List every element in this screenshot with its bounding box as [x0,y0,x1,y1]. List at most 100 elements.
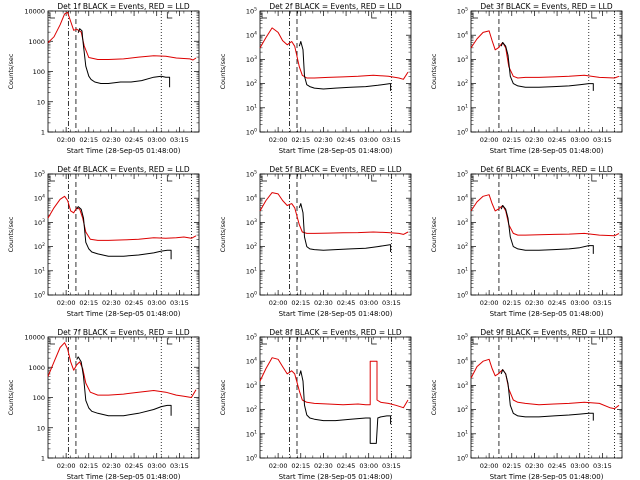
y-tick-exponent: 0 [465,128,468,134]
x-axis-label: Start Time (28-Sep-05 01:48:00) [67,147,181,155]
y-tick-label: 1000 [28,364,45,372]
flag-marker [166,338,173,345]
flag-marker [371,338,377,345]
series-line-events [76,206,172,260]
y-tick-label: 100 [246,291,257,300]
y-tick-label: 104 [457,357,468,366]
series-line-events [500,42,594,91]
y-tick-label: 103 [457,381,468,390]
y-tick-exponent: 1 [254,429,257,435]
corner-marker [472,339,478,345]
x-axis-label: Start Time (28-Sep-05 01:48:00) [490,473,604,480]
x-tick-label: 02:15 [79,299,98,307]
y-tick-base: 10 [246,334,254,342]
y-tick-label: 101 [246,266,257,275]
y-axis-label: Counts/sec [430,379,438,415]
y-axis-label: Counts/sec [219,53,227,89]
panel-title: Det 1f BLACK = Events, RED = LLD [57,2,190,11]
y-tick-label: 1 [41,455,45,463]
panel-det-2f: Det 2f BLACK = Events, RED = LLD Counts/s… [219,2,412,155]
y-tick-label: 10 [37,424,45,432]
series-line-events [500,369,594,421]
y-tick-label: 101 [457,103,468,112]
series-line-events [500,205,594,254]
y-tick-exponent: 2 [465,405,468,411]
x-axis-label: Start Time (28-Sep-05 01:48:00) [490,147,604,155]
y-tick-exponent: 5 [254,170,257,176]
panel-det-6f: Det 6f BLACK = Events, RED = LLD Counts/s… [430,165,623,318]
y-tick-base: 10 [246,219,254,227]
y-tick-base: 10 [246,455,254,463]
y-tick-label: 102 [246,79,257,88]
x-tick-label: 02:15 [502,462,521,470]
y-tick-base: 10 [246,267,254,275]
y-tick-label: 105 [457,7,468,16]
panel-det-4f: Det 4f BLACK = Events, RED = LLD Counts/s… [7,165,200,318]
y-tick-exponent: 0 [465,454,468,460]
y-tick-base: 10 [246,104,254,112]
y-tick-label: 101 [457,429,468,438]
x-tick-label: 02:30 [525,462,544,470]
y-tick-exponent: 0 [254,291,257,297]
flag-marker [591,12,597,19]
y-tick-label: 101 [246,103,257,112]
panel-det-5f: Det 5f BLACK = Events, RED = LLD Counts/s… [219,165,412,318]
y-tick-base: 10 [246,430,254,438]
x-tick-label: 02:15 [79,462,98,470]
y-tick-label: 100 [33,394,45,402]
panel-title: Det 7f BLACK = Events, RED = LLD [57,328,190,337]
y-tick-base: 10 [34,171,42,179]
y-tick-base: 10 [246,129,254,137]
panel-title: Det 9f BLACK = Events, RED = LLD [480,328,613,337]
x-tick-label: 02:45 [125,136,144,144]
y-tick-label: 101 [246,429,257,438]
corner-marker [472,13,478,19]
panel-title: Det 4f BLACK = Events, RED = LLD [57,165,190,174]
x-tick-label: 03:15 [593,299,612,307]
y-tick-label: 103 [34,218,45,227]
plot-frame [47,173,200,296]
y-tick-exponent: 2 [42,242,45,248]
x-tick-label: 02:00 [480,136,499,144]
y-tick-label: 100 [457,291,468,300]
y-axis-label: Counts/sec [430,53,438,89]
series-line-lld [47,195,197,241]
x-tick-label: 02:45 [548,299,567,307]
y-axis-label: Counts/sec [219,216,227,252]
y-tick-exponent: 3 [254,218,257,224]
x-tick-label: 02:00 [269,462,288,470]
y-tick-exponent: 5 [42,170,45,176]
y-tick-base: 10 [34,292,42,300]
y-tick-exponent: 3 [465,55,468,61]
y-tick-base: 10 [34,243,42,251]
series-line-lld [47,11,197,61]
x-tick-label: 02:15 [291,136,310,144]
series-line-lld [470,30,620,79]
y-tick-exponent: 1 [42,266,45,272]
x-axis-label: Start Time (28-Sep-05 01:48:00) [279,473,393,480]
y-tick-label: 105 [457,333,468,342]
x-axis-label: Start Time (28-Sep-05 01:48:00) [67,473,181,480]
series-line-lld [470,358,620,410]
corner-marker [261,13,267,19]
y-tick-label: 10 [37,98,45,106]
flag-marker [371,175,377,182]
y-tick-label: 100 [457,128,468,137]
y-tick-base: 10 [457,32,465,40]
y-tick-exponent: 3 [42,218,45,224]
y-tick-base: 10 [246,382,254,390]
x-tick-label: 02:15 [502,299,521,307]
y-tick-exponent: 1 [254,266,257,272]
corner-marker [261,339,267,345]
y-axis-label: Counts/sec [430,216,438,252]
y-tick-label: 104 [34,194,45,203]
y-tick-exponent: 1 [254,103,257,109]
y-tick-exponent: 5 [254,7,257,13]
x-tick-label: 02:00 [480,462,499,470]
y-tick-label: 101 [34,266,45,275]
x-tick-label: 02:00 [57,299,76,307]
y-tick-exponent: 5 [254,333,257,339]
x-tick-label: 02:30 [314,136,333,144]
y-tick-exponent: 2 [254,79,257,85]
x-tick-label: 03:15 [382,299,401,307]
